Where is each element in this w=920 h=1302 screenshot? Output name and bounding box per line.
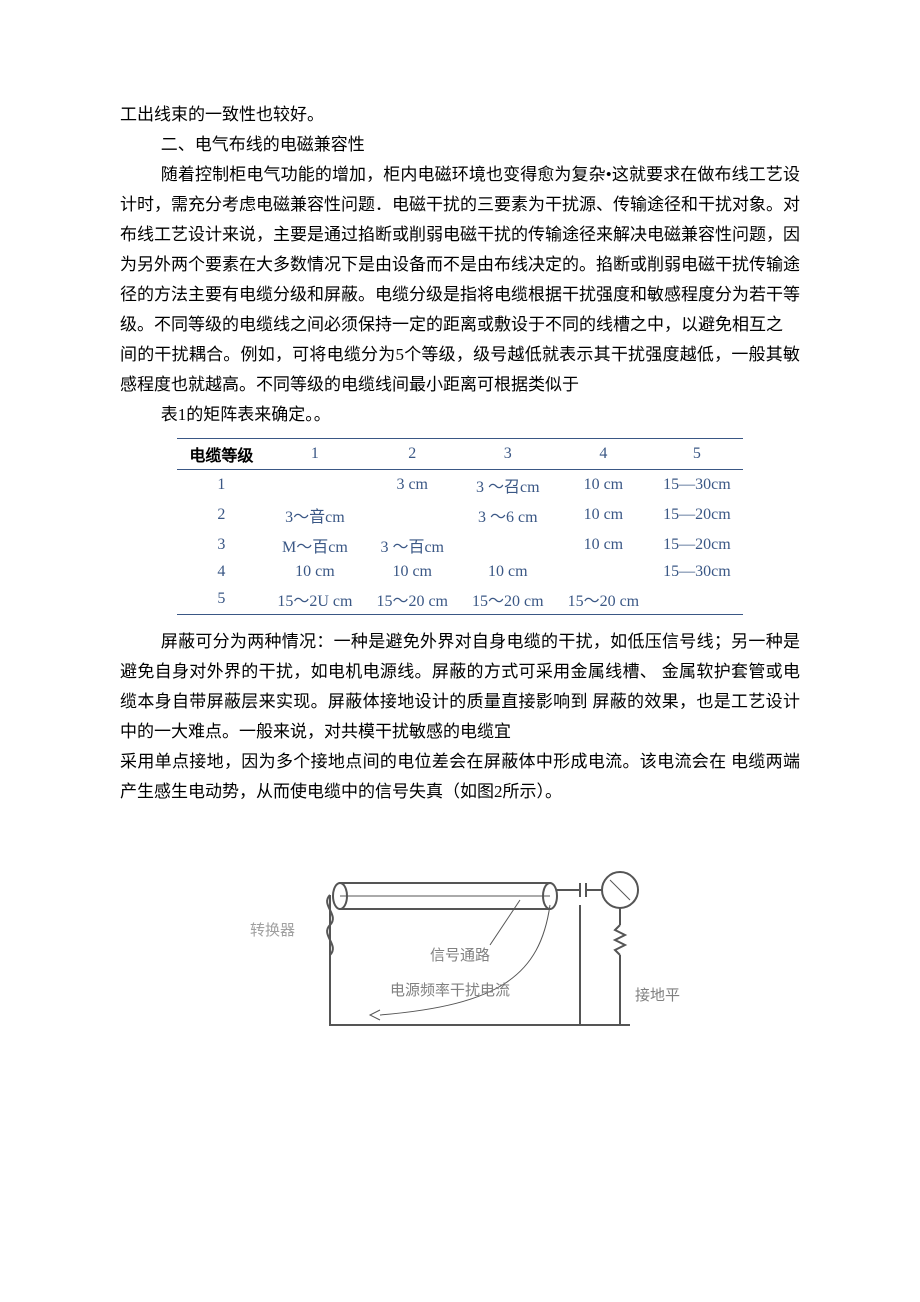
table-cell xyxy=(265,470,364,501)
table-row: 4 10 cm 10 cm 10 cm 15—30cm xyxy=(177,560,742,584)
label-psf-current: 电源频率干扰电流 xyxy=(390,982,510,999)
table-cell: 10 cm xyxy=(556,530,652,560)
document-page: 工出线束的一致性也较好。 二、电气布线的电磁兼容性 随着控制柜电气功能的增加，柜… xyxy=(0,0,920,1302)
table-header-cell: 3 xyxy=(460,439,556,470)
table-cell: 15～2U cm xyxy=(265,584,364,615)
table-row: 3 M～百cm 3 ～百cm 10 cm 15—20cm xyxy=(177,530,742,560)
table-header-cell: 电缆等级 xyxy=(177,439,265,470)
table-cell: 4 xyxy=(177,560,265,584)
table-cell: 10 cm xyxy=(460,560,556,584)
label-ground-plane: 接地平 xyxy=(635,987,680,1004)
paragraph-coupling: 间的干扰耦合。例如，可将电缆分为5个等级，级号越低就表示其干扰强度越低，一般其敏… xyxy=(120,340,800,400)
figure-2-wrap: 转换器 信号通路 电源频率干扰电流 接地平 xyxy=(120,835,800,1060)
table-cell: 10 cm xyxy=(364,560,460,584)
table-cell: 1 xyxy=(177,470,265,501)
table-cell: 3 ～召cm xyxy=(460,470,556,501)
table-header-cell: 5 xyxy=(651,439,743,470)
table-header-cell: 4 xyxy=(556,439,652,470)
label-signal-path: 信号通路 xyxy=(430,947,490,964)
cable-level-table: 电缆等级 1 2 3 4 5 1 3 cm 3 ～召cm 10 cm 15—30… xyxy=(177,438,742,615)
table-row: 5 15～2U cm 15～20 cm 15～20 cm 15～20 cm xyxy=(177,584,742,615)
table-cell: 10 cm xyxy=(556,500,652,530)
paragraph-table-ref: 表1的矩阵表来确定。。 xyxy=(120,400,800,430)
table-cell: 10 cm xyxy=(265,560,364,584)
table-cell: 15—20cm xyxy=(651,530,743,560)
table-row: 1 3 cm 3 ～召cm 10 cm 15—30cm xyxy=(177,470,742,501)
table-cell: 15—30cm xyxy=(651,470,743,501)
paragraph-single-ground: 采用单点接地，因为多个接地点间的电位差会在屏蔽体中形成电流。该电流会在 电缆两端… xyxy=(120,747,800,807)
table-header-cell: 1 xyxy=(265,439,364,470)
table-cell: 15～20 cm xyxy=(556,584,652,615)
label-transducer: 转换器 xyxy=(250,922,295,939)
table-cell xyxy=(556,560,652,584)
paragraph-continuation: 工出线束的一致性也较好。 xyxy=(120,100,800,130)
table-cell: 15～20 cm xyxy=(364,584,460,615)
table-cell: 15—20cm xyxy=(651,500,743,530)
table-header-cell: 2 xyxy=(364,439,460,470)
table-cell: 15～20 cm xyxy=(460,584,556,615)
paragraph-shield-types: 屏蔽可分为两种情况：一种是避免外界对自身电缆的干扰，如低压信号线；另一种是避免自… xyxy=(120,627,800,747)
table-cell: 3 ～6 cm xyxy=(460,500,556,530)
table-cell xyxy=(364,500,460,530)
table-cell: 3 cm xyxy=(364,470,460,501)
table-cell: 3 ～百cm xyxy=(364,530,460,560)
table-cell xyxy=(460,530,556,560)
table-cell: 5 xyxy=(177,584,265,615)
section-heading-2: 二、电气布线的电磁兼容性 xyxy=(120,130,800,160)
table-cell: 15—30cm xyxy=(651,560,743,584)
table-cell: 3 xyxy=(177,530,265,560)
table-row: 2 3～音cm 3 ～6 cm 10 cm 15—20cm xyxy=(177,500,742,530)
table-cell xyxy=(651,584,743,615)
table-cell: 10 cm xyxy=(556,470,652,501)
figure-2: 转换器 信号通路 电源频率干扰电流 接地平 xyxy=(240,835,680,1060)
table-header-row: 电缆等级 1 2 3 4 5 xyxy=(177,439,742,470)
table-cell: 3～音cm xyxy=(265,500,364,530)
paragraph-emc-intro: 随着控制柜电气功能的增加，柜内电磁环境也变得愈为复杂•这就要求在做布线工艺设计时… xyxy=(120,160,800,340)
table-cell: M～百cm xyxy=(265,530,364,560)
table-cell: 2 xyxy=(177,500,265,530)
